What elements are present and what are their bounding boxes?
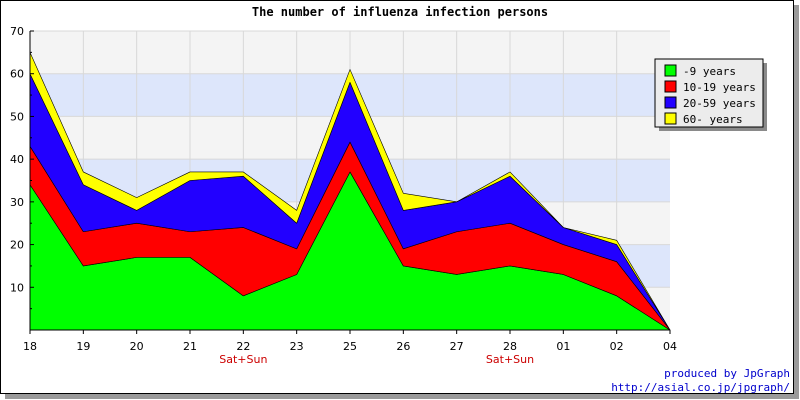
legend-label: 60- years bbox=[683, 113, 743, 126]
y-tick-label: 40 bbox=[10, 153, 24, 166]
x-tick-label: 27 bbox=[450, 340, 464, 353]
x-tick-label: 25 bbox=[343, 340, 357, 353]
legend-label: 20-59 years bbox=[683, 97, 756, 110]
footer-produced-by: produced by JpGraph bbox=[664, 367, 790, 380]
x-tick-label: 22 bbox=[236, 340, 250, 353]
x-tick-label: 01 bbox=[556, 340, 570, 353]
x-tick-label: 18 bbox=[23, 340, 37, 353]
x-tick-label: 02 bbox=[610, 340, 624, 353]
y-tick-label: 10 bbox=[10, 281, 24, 294]
y-tick-label: 20 bbox=[10, 239, 24, 252]
chart-title: The number of influenza infection person… bbox=[252, 5, 548, 19]
legend-label: -9 years bbox=[683, 65, 736, 78]
x-tick-label: 19 bbox=[76, 340, 90, 353]
legend-swatch bbox=[664, 80, 677, 93]
x-tick-sublabel: Sat+Sun bbox=[486, 353, 534, 366]
axes bbox=[29, 30, 671, 334]
area-series-60-years bbox=[29, 52, 671, 331]
x-tick-sublabel: Sat+Sun bbox=[219, 353, 267, 366]
legend-swatch bbox=[664, 64, 677, 77]
y-tick-label: 70 bbox=[10, 25, 24, 38]
legend: -9 years 10-19 years 20-59 years 60- years bbox=[654, 58, 767, 131]
footer-url: http://asial.co.jp/jpgraph/ bbox=[611, 381, 790, 394]
y-tick-label: 60 bbox=[10, 68, 24, 81]
x-tick-label: 28 bbox=[503, 340, 517, 353]
x-tick-label: 23 bbox=[290, 340, 304, 353]
x-tick-label: 21 bbox=[183, 340, 197, 353]
y-tick-labels: 10 20 30 40 50 60 70 bbox=[10, 25, 24, 294]
y-tick-label: 30 bbox=[10, 196, 24, 209]
legend-swatch bbox=[664, 112, 677, 125]
legend-label: 10-19 years bbox=[683, 81, 756, 94]
legend-swatch bbox=[664, 96, 677, 109]
y-tick-label: 50 bbox=[10, 110, 24, 123]
x-tick-label: 04 bbox=[663, 340, 677, 353]
x-tick-label: 26 bbox=[396, 340, 410, 353]
x-tick-label: 20 bbox=[130, 340, 144, 353]
